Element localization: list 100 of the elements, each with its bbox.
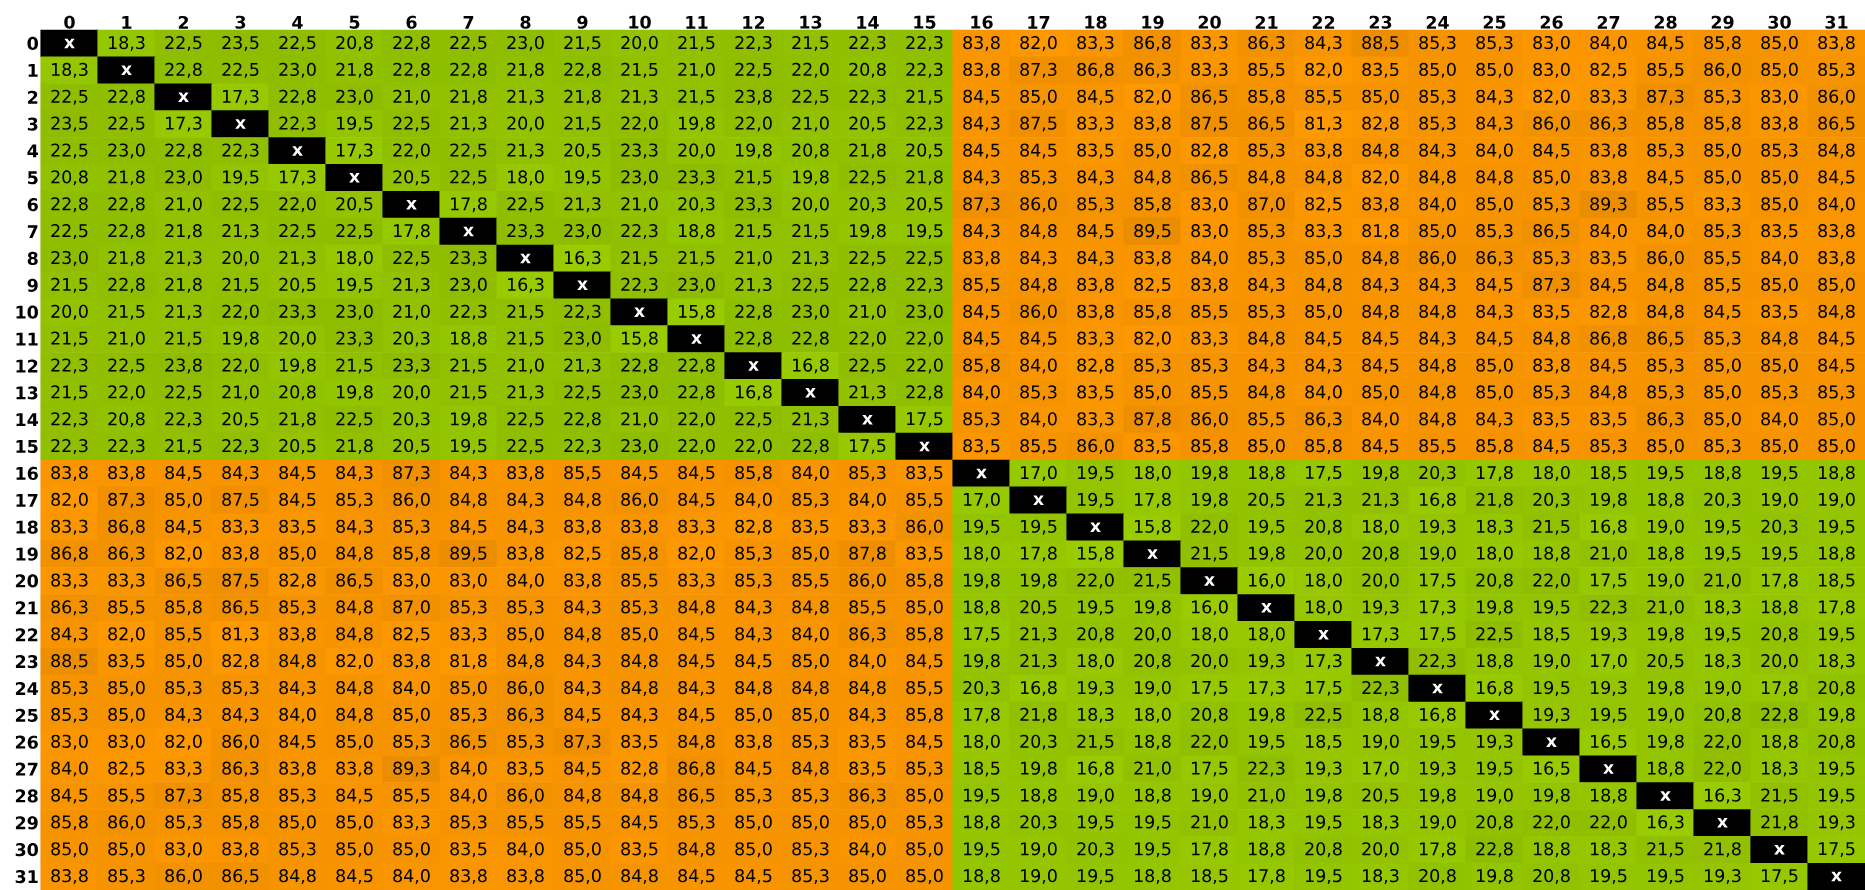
data-label: 82,8: [1590, 304, 1627, 320]
data-label: 21,3: [507, 385, 544, 401]
data-label: 21,5: [1761, 788, 1798, 804]
data-label: 20,8: [51, 170, 88, 186]
data-label: 84,0: [735, 492, 772, 508]
x-tick-label: 1: [122, 16, 132, 29]
data-label: 83,8: [1590, 143, 1627, 159]
data-label: 83,8: [564, 573, 601, 589]
data-label: 84,3: [222, 707, 259, 723]
data-label: 22,5: [336, 224, 373, 240]
data-label: 18,8: [1819, 546, 1855, 562]
data-label: 84,8: [621, 869, 658, 885]
data-label: 21,3: [1020, 627, 1057, 643]
data-label: 22,8: [678, 358, 715, 374]
data-label: 84,8: [678, 734, 715, 750]
data-label: 86,3: [507, 707, 544, 723]
data-label: 20,8: [1134, 654, 1171, 670]
data-label: 23,0: [108, 143, 145, 159]
data-label: 23,0: [678, 277, 715, 293]
data-label: 19,8: [280, 358, 316, 374]
data-label: 86,5: [222, 600, 259, 616]
data-label: 19,5: [1591, 707, 1627, 723]
data-label: 84,8: [1419, 412, 1456, 428]
data-label: 85,8: [906, 573, 943, 589]
data-label: 19,8: [1249, 707, 1285, 723]
data-label: 84,0: [792, 627, 829, 643]
data-label: 19,3: [1306, 761, 1342, 777]
data-label: 17,3: [166, 116, 202, 132]
data-label: 84,0: [1761, 412, 1798, 428]
x-tick-label: 30: [1768, 15, 1791, 29]
data-label: 20,8: [108, 412, 145, 428]
data-label: 19,3: [1420, 761, 1456, 777]
data-label: 85,3: [507, 734, 544, 750]
data-label: 19,3: [1705, 869, 1741, 885]
data-label: 22,3: [621, 277, 658, 293]
data-label: 84,0: [279, 707, 316, 723]
data-label: 23,0: [450, 277, 487, 293]
data-label: 18,8: [1135, 788, 1171, 804]
data-label: 19,8: [223, 331, 259, 347]
data-label: 22,3: [51, 439, 88, 455]
data-label: 19,0: [1021, 869, 1057, 885]
data-label: 85,0: [165, 654, 202, 670]
x-tick-label: 0: [64, 15, 75, 29]
data-label: 85,0: [1134, 385, 1171, 401]
data-label: 83,8: [222, 842, 259, 858]
data-label: 83,3: [51, 573, 88, 589]
data-label: 18,3: [1591, 842, 1627, 858]
data-label: 85,3: [1533, 250, 1570, 266]
text: x: [748, 361, 759, 371]
data-label: 23,3: [393, 358, 430, 374]
data-label: 22,8: [678, 385, 715, 401]
x-tick-label: 18: [1085, 15, 1107, 29]
data-label: 22,0: [108, 385, 145, 401]
data-label: 84,3: [1419, 277, 1456, 293]
data-label: 83,0: [1191, 197, 1228, 213]
data-label: 83,5: [1761, 224, 1798, 240]
data-label: 22,3: [1362, 680, 1399, 696]
y-tick-label: 29: [15, 816, 38, 830]
data-label: 85,0: [1761, 358, 1798, 374]
data-label: 21,0: [507, 358, 544, 374]
data-label: 18,3: [1819, 654, 1855, 670]
data-label: 83,8: [51, 465, 88, 481]
data-label: 86,0: [507, 680, 544, 696]
data-label: 17,0: [964, 492, 1000, 508]
data-label: 22,8: [564, 412, 601, 428]
data-label: 87,3: [963, 197, 1000, 213]
data-label: 83,5: [1590, 250, 1627, 266]
data-label: 22,8: [108, 277, 145, 293]
data-label: 84,8: [1248, 170, 1285, 186]
data-label: 16,0: [1192, 600, 1228, 616]
data-label: 19,8: [1192, 492, 1228, 508]
text: x: [1375, 656, 1386, 667]
data-label: 84,5: [1077, 89, 1114, 105]
x-tick-label: 15: [914, 15, 936, 29]
data-label: 84,0: [849, 492, 886, 508]
data-label: 22,0: [1191, 519, 1228, 535]
data-label: 86,8: [678, 761, 715, 777]
data-label: 22,5: [393, 116, 430, 132]
data-label: 87,5: [1020, 116, 1057, 132]
data-label: 85,3: [1647, 358, 1684, 374]
data-label: 83,8: [1818, 224, 1855, 240]
data-label: 20,8: [849, 62, 886, 78]
data-label: 85,8: [906, 707, 943, 723]
data-label: 84,5: [1818, 331, 1855, 347]
data-label: 85,3: [1590, 439, 1627, 455]
data-label: 83,3: [450, 627, 487, 643]
data-label: 85,0: [564, 869, 601, 885]
data-label: 15,8: [679, 304, 715, 320]
data-label: 84,0: [1476, 143, 1513, 159]
data-label: 20,8: [792, 143, 829, 159]
data-label: 22,0: [678, 439, 715, 455]
data-label: 21,8: [165, 224, 202, 240]
data-label: 22,0: [1590, 815, 1627, 831]
data-label: 83,5: [1077, 143, 1114, 159]
data-label: 17,8: [1135, 492, 1171, 508]
data-label: 19,8: [679, 116, 715, 132]
data-label: 86,8: [51, 546, 88, 562]
data-label: 83,8: [507, 546, 544, 562]
data-label: 22,8: [108, 89, 145, 105]
data-label: 18,8: [1534, 842, 1570, 858]
